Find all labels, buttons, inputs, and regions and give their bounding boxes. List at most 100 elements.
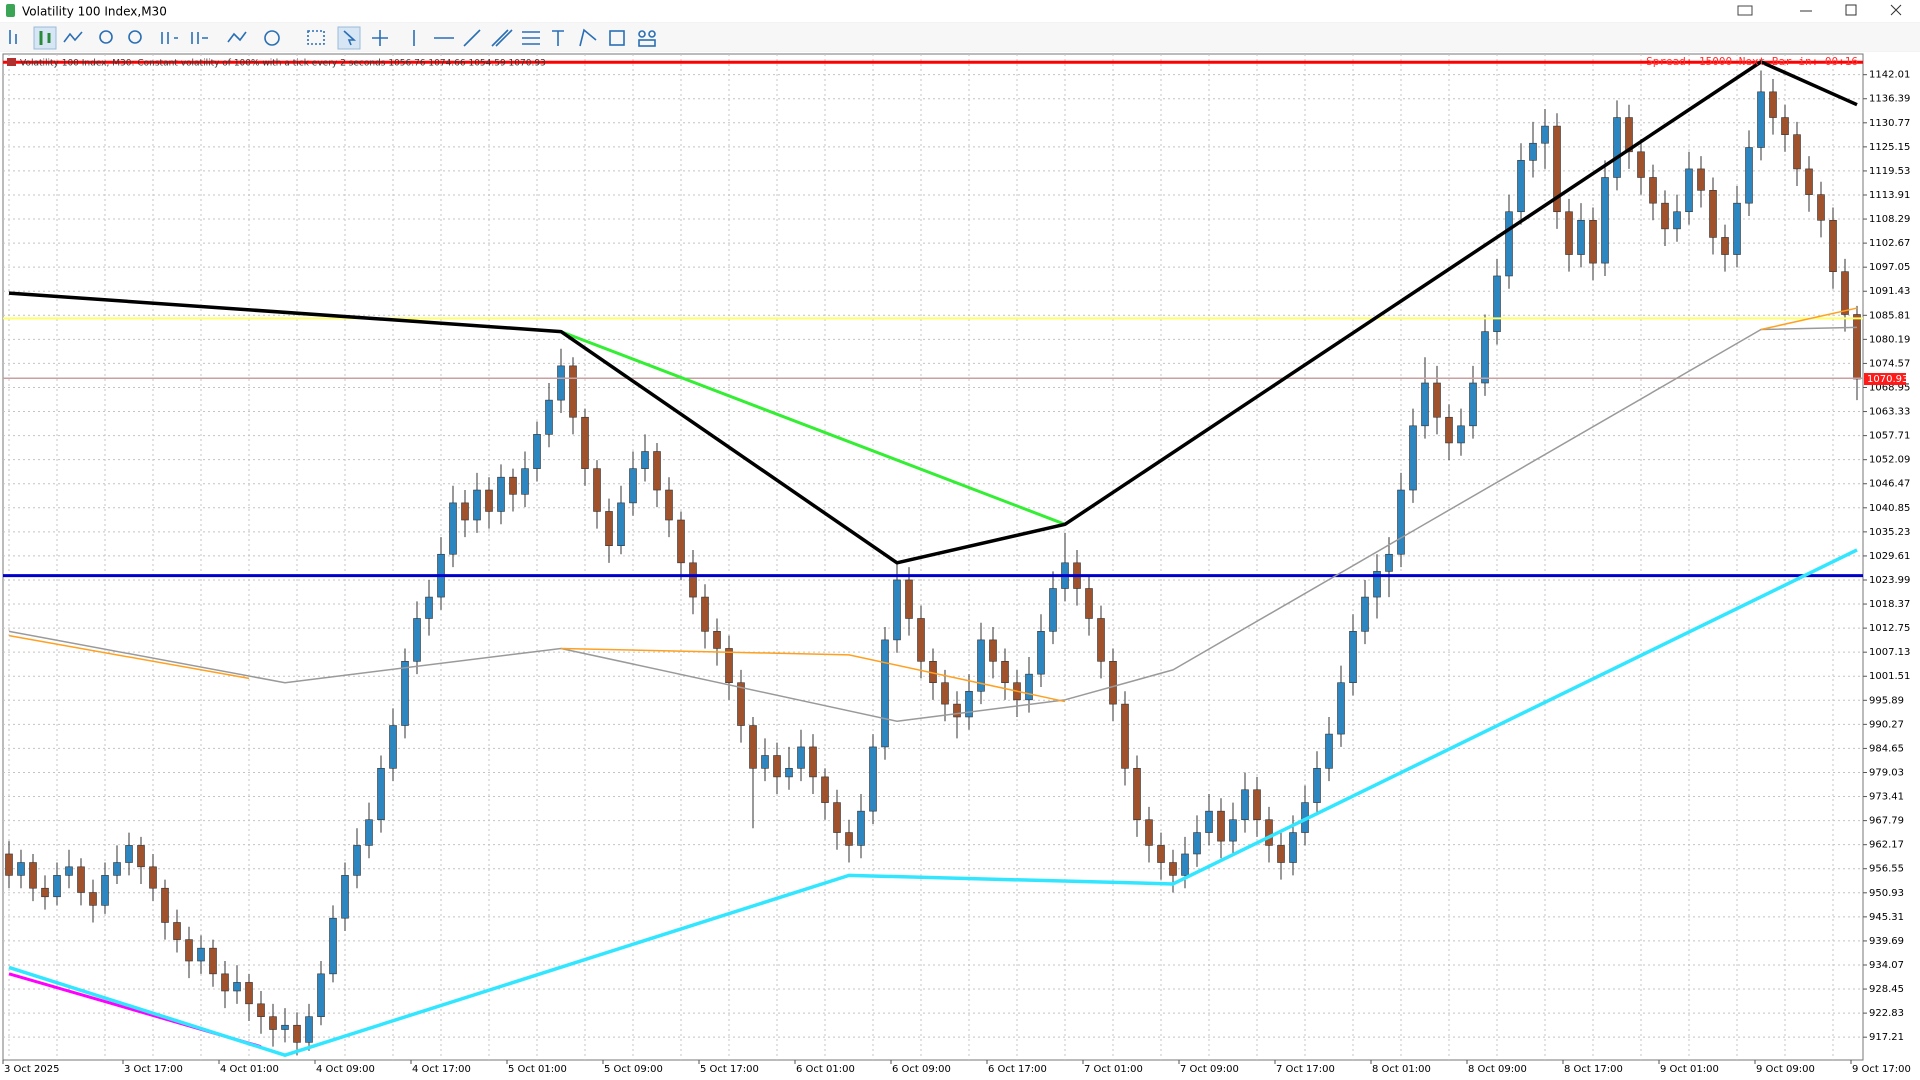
- y-tick-label: 928.45: [1869, 984, 1904, 995]
- candle-down: [1853, 314, 1861, 380]
- periods-btn[interactable]: [264, 30, 280, 46]
- zoom-in-btn[interactable]: [99, 30, 113, 44]
- y-tick-label: 1029.61: [1869, 551, 1910, 562]
- candle-down: [1805, 168, 1813, 195]
- candle-up: [629, 468, 637, 504]
- scroll-btn[interactable]: [161, 32, 178, 44]
- candle-btn[interactable]: [33, 26, 57, 50]
- candle-down: [185, 939, 193, 962]
- status-text: Spread: 15000 Next Bar in: 00:16: [1646, 55, 1858, 68]
- candle-down: [1121, 703, 1129, 769]
- toolbar: [0, 23, 1920, 51]
- candle-down: [737, 682, 745, 726]
- candle-icon: [39, 31, 51, 45]
- candle-up: [449, 502, 457, 555]
- candle-down: [1661, 202, 1669, 230]
- candle-up: [1577, 219, 1585, 255]
- toolbar-icons[interactable]: [9, 26, 656, 50]
- shapes-btn[interactable]: [579, 28, 597, 47]
- x-tick-label: 7 Oct 09:00: [1180, 1064, 1239, 1075]
- zoom-out-btn[interactable]: [128, 30, 142, 44]
- shift-btn[interactable]: [191, 32, 208, 44]
- y-tick-label: 1130.77: [1869, 118, 1910, 129]
- cursor-btn[interactable]: [337, 26, 361, 50]
- candle-down: [917, 618, 925, 662]
- candle-down: [689, 562, 697, 598]
- screenshot-btn[interactable]: [307, 30, 325, 45]
- candle-down: [701, 596, 709, 632]
- candle-down: [1637, 151, 1645, 178]
- objects-btn[interactable]: [609, 30, 625, 46]
- candle-down: [593, 468, 601, 512]
- trendline-btn[interactable]: [463, 29, 481, 47]
- candle-down: [1277, 845, 1285, 863]
- candle-up: [1421, 382, 1429, 427]
- candle-down: [1697, 168, 1705, 191]
- title-bar: [0, 0, 1920, 22]
- candle-down: [1829, 219, 1837, 272]
- candle-up: [1541, 125, 1549, 144]
- restore-icon[interactable]: [1737, 5, 1753, 16]
- candle-down: [161, 887, 169, 923]
- candle-up: [521, 468, 529, 495]
- y-tick-label: 967.79: [1869, 816, 1904, 827]
- indicators-btn[interactable]: [227, 31, 247, 43]
- candle-down: [749, 725, 757, 769]
- maximize-btn[interactable]: [1845, 4, 1857, 16]
- x-tick-label: 8 Oct 17:00: [1564, 1064, 1623, 1075]
- line-chart-btn[interactable]: [63, 31, 83, 43]
- candle-up: [389, 725, 397, 769]
- y-tick-label: 1018.37: [1869, 599, 1910, 610]
- candle-up: [1025, 673, 1033, 701]
- candle-down: [713, 631, 721, 649]
- bar-chart-btn[interactable]: [9, 30, 17, 44]
- text-btn[interactable]: [552, 30, 564, 46]
- candle-down: [1709, 190, 1717, 238]
- window-controls[interactable]: [1737, 4, 1902, 16]
- candle-down: [1001, 660, 1009, 684]
- x-tick-label: 3 Oct 2025: [4, 1064, 59, 1075]
- y-tick-label: 950.93: [1869, 888, 1904, 899]
- y-tick-label: 1125.15: [1869, 142, 1910, 153]
- x-tick-label: 6 Oct 01:00: [796, 1064, 855, 1075]
- more-btn[interactable]: [638, 30, 646, 38]
- candle-up: [1457, 425, 1465, 444]
- y-tick-label: 1001.51: [1869, 671, 1910, 682]
- y-tick-label: 1113.91: [1869, 190, 1910, 201]
- y-tick-label: 917.21: [1869, 1032, 1904, 1043]
- candle-down: [569, 365, 577, 418]
- crosshair-btn[interactable]: [372, 30, 388, 46]
- candle-down: [1433, 382, 1441, 418]
- candle-down: [245, 982, 253, 1005]
- candle-down: [89, 892, 97, 906]
- candle-down: [1217, 810, 1225, 842]
- candle-down: [269, 1016, 277, 1030]
- fibo-btn[interactable]: [522, 31, 540, 45]
- y-tick-label: 1097.05: [1869, 262, 1910, 273]
- y-tick-label: 1085.81: [1869, 310, 1910, 321]
- x-tick-label: 4 Oct 01:00: [220, 1064, 279, 1075]
- window-title: Volatility 100 Index,M30: [22, 5, 167, 19]
- candle-up: [761, 755, 769, 769]
- candle-down: [581, 416, 589, 469]
- x-tick-label: 6 Oct 17:00: [988, 1064, 1047, 1075]
- channel-btn[interactable]: [491, 29, 513, 47]
- candle-down: [1133, 768, 1141, 821]
- close-btn[interactable]: [1890, 4, 1902, 16]
- y-tick-label: 1080.19: [1869, 334, 1910, 345]
- candle-down: [833, 802, 841, 833]
- candle-up: [233, 982, 241, 992]
- y-tick-label: 1057.71: [1869, 431, 1910, 442]
- candle-up: [869, 746, 877, 812]
- candle-up: [281, 1024, 289, 1030]
- y-tick-label: 1119.53: [1869, 166, 1910, 177]
- candle-down: [41, 887, 49, 898]
- candle-up: [1037, 631, 1045, 675]
- candle-down: [1085, 588, 1093, 619]
- trend-line: [8, 326, 1858, 722]
- candle-up: [977, 639, 985, 692]
- x-tick-label: 9 Oct 09:00: [1756, 1064, 1815, 1075]
- plot-frame: [2, 53, 1864, 1061]
- candle-up: [317, 973, 325, 1017]
